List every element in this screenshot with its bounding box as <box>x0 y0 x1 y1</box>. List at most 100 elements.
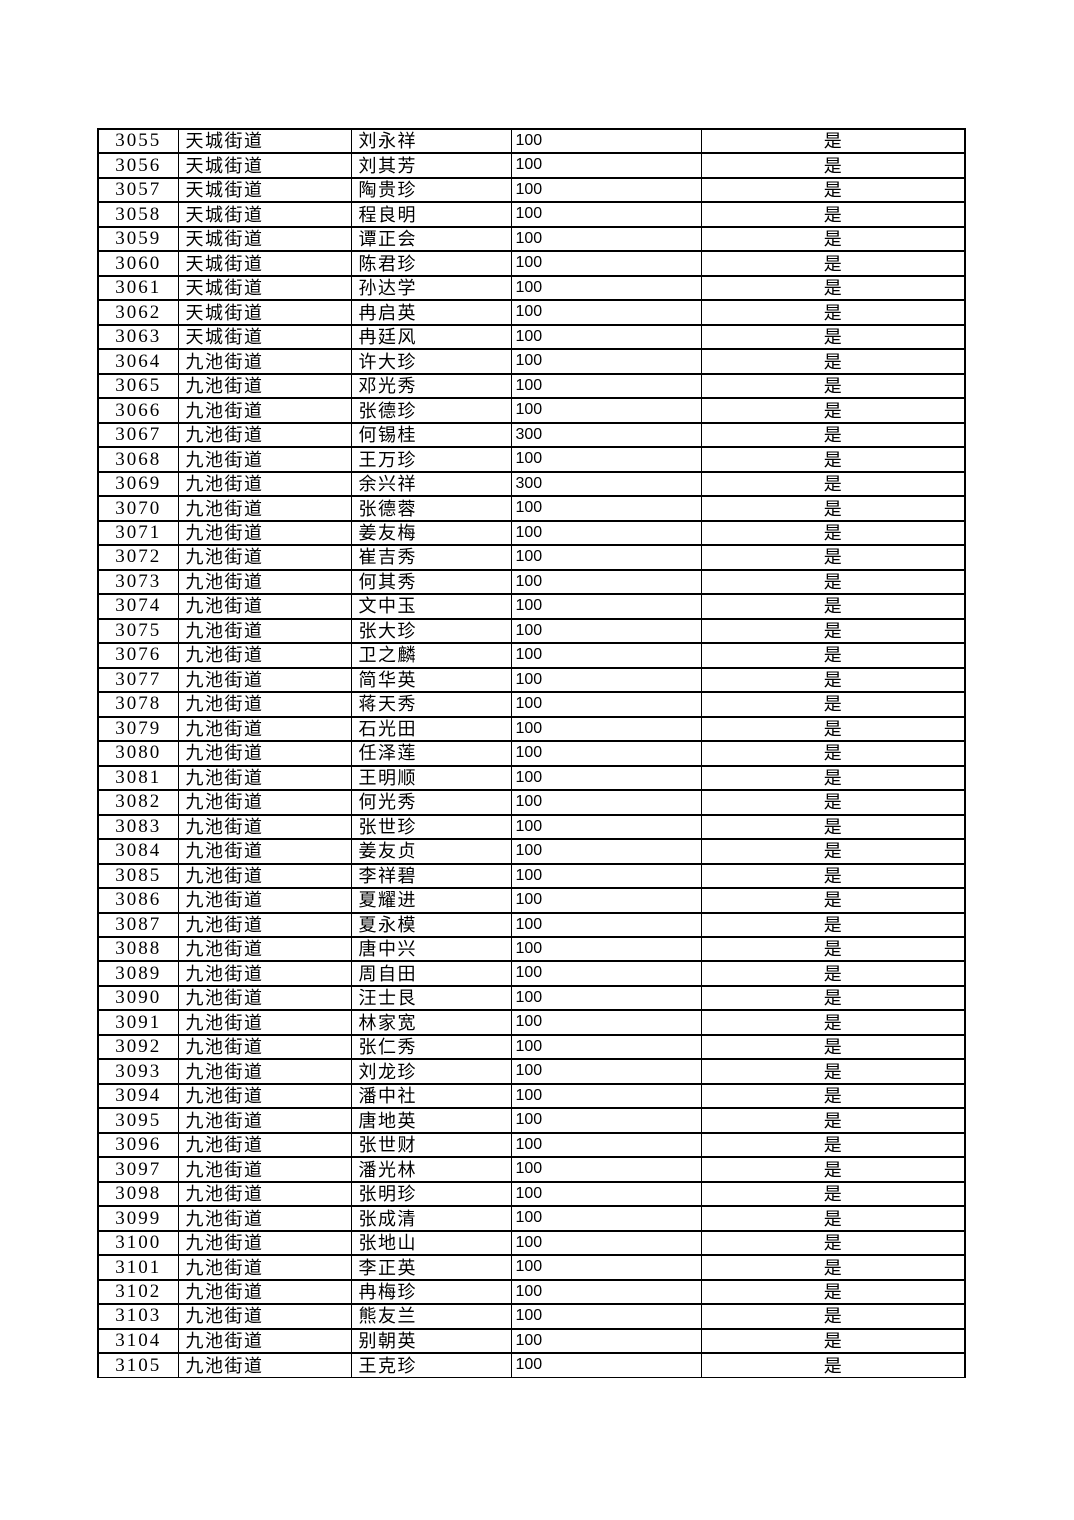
cell-street: 九池街道 <box>177 397 352 424</box>
cell-confirmed: 是 <box>700 1278 966 1306</box>
table-row: 3101 九池街道 李正英 100 是 <box>97 1254 966 1281</box>
cell-id: 3065 <box>97 372 179 400</box>
cell-name: 张大珍 <box>350 617 512 645</box>
cell-street: 九池街道 <box>177 886 352 914</box>
table-row: 3090 九池街道 汪士艮 100 是 <box>97 984 966 1012</box>
cell-name: 刘其芳 <box>350 152 512 179</box>
cell-confirmed: 是 <box>700 691 966 718</box>
cell-street: 九池街道 <box>177 1327 352 1355</box>
table-row: 3100 九池街道 张地山 100 是 <box>97 1229 966 1257</box>
cell-confirmed: 是 <box>700 470 966 498</box>
cell-street: 九池街道 <box>177 544 352 571</box>
cell-amount: 300 <box>510 421 702 449</box>
cell-confirmed: 是 <box>700 666 966 694</box>
cell-amount: 100 <box>510 176 702 204</box>
cell-amount: 100 <box>510 446 702 473</box>
cell-street: 天城街道 <box>177 176 352 204</box>
table-row: 3067 九池街道 何锡桂 300 是 <box>97 421 966 449</box>
table-row: 3077 九池街道 简华英 100 是 <box>97 666 966 694</box>
cell-name: 何光秀 <box>350 789 512 816</box>
cell-id: 3099 <box>97 1205 179 1232</box>
cell-amount: 100 <box>510 299 702 326</box>
cell-street: 天城街道 <box>177 127 352 155</box>
cell-name: 李正英 <box>350 1254 512 1281</box>
cell-id: 3067 <box>97 421 179 449</box>
cell-name: 王克珍 <box>350 1352 512 1379</box>
cell-name: 蒋天秀 <box>350 691 512 718</box>
cell-name: 唐中兴 <box>350 935 512 963</box>
cell-street: 九池街道 <box>177 642 352 669</box>
cell-name: 姜友贞 <box>350 838 512 865</box>
cell-confirmed: 是 <box>700 544 966 571</box>
table-row: 3102 九池街道 冉梅珍 100 是 <box>97 1278 966 1306</box>
cell-id: 3075 <box>97 617 179 645</box>
cell-name: 汪士艮 <box>350 984 512 1012</box>
table-row: 3057 天城街道 陶贵珍 100 是 <box>97 176 966 204</box>
cell-confirmed: 是 <box>700 1352 966 1379</box>
cell-amount: 100 <box>510 225 702 253</box>
roster-table-body: 3055 天城街道 刘永祥 100 是 3056 天城街道 刘其芳 100 是 3057 天城街道 陶贵… <box>97 127 966 1379</box>
cell-street: 九池街道 <box>177 1229 352 1257</box>
cell-id: 3081 <box>97 764 179 792</box>
table-row: 3098 九池街道 张明珍 100 是 <box>97 1180 966 1208</box>
cell-confirmed: 是 <box>700 838 966 865</box>
cell-name: 林家宽 <box>350 1009 512 1036</box>
cell-amount: 100 <box>510 544 702 571</box>
cell-street: 九池街道 <box>177 789 352 816</box>
cell-id: 3100 <box>97 1229 179 1257</box>
table-row: 3071 九池街道 姜友梅 100 是 <box>97 519 966 547</box>
cell-street: 九池街道 <box>177 1352 352 1379</box>
cell-name: 余兴祥 <box>350 470 512 498</box>
cell-amount: 100 <box>510 127 702 155</box>
cell-confirmed: 是 <box>700 201 966 228</box>
table-row: 3087 九池街道 夏永模 100 是 <box>97 911 966 939</box>
cell-amount: 100 <box>510 1327 702 1355</box>
cell-amount: 100 <box>510 935 702 963</box>
cell-confirmed: 是 <box>700 593 966 620</box>
cell-confirmed: 是 <box>700 176 966 204</box>
cell-name: 崔吉秀 <box>350 544 512 571</box>
cell-name: 张成清 <box>350 1205 512 1232</box>
cell-name: 夏耀进 <box>350 886 512 914</box>
cell-id: 3096 <box>97 1131 179 1159</box>
cell-street: 九池街道 <box>177 691 352 718</box>
cell-street: 天城街道 <box>177 323 352 351</box>
cell-street: 九池街道 <box>177 1254 352 1281</box>
cell-street: 九池街道 <box>177 519 352 547</box>
cell-amount: 100 <box>510 1156 702 1183</box>
table-row: 3078 九池街道 蒋天秀 100 是 <box>97 691 966 718</box>
cell-confirmed: 是 <box>700 1303 966 1330</box>
cell-amount: 100 <box>510 250 702 277</box>
cell-street: 九池街道 <box>177 1009 352 1036</box>
cell-street: 九池街道 <box>177 666 352 694</box>
cell-street: 九池街道 <box>177 617 352 645</box>
cell-id: 3104 <box>97 1327 179 1355</box>
cell-name: 王明顺 <box>350 764 512 792</box>
cell-street: 九池街道 <box>177 984 352 1012</box>
table-row: 3063 天城街道 冉廷风 100 是 <box>97 323 966 351</box>
table-row: 3089 九池街道 周自田 100 是 <box>97 960 966 987</box>
cell-name: 张明珍 <box>350 1180 512 1208</box>
table-row: 3076 九池街道 卫之麟 100 是 <box>97 642 966 669</box>
cell-amount: 100 <box>510 1082 702 1110</box>
cell-id: 3064 <box>97 348 179 375</box>
cell-name: 张德珍 <box>350 397 512 424</box>
cell-street: 九池街道 <box>177 1082 352 1110</box>
cell-name: 文中玉 <box>350 593 512 620</box>
cell-amount: 100 <box>510 1131 702 1159</box>
table-row: 3083 九池街道 张世珍 100 是 <box>97 813 966 841</box>
cell-name: 何其秀 <box>350 568 512 596</box>
cell-street: 九池街道 <box>177 813 352 841</box>
cell-street: 天城街道 <box>177 152 352 179</box>
cell-amount: 100 <box>510 1352 702 1379</box>
cell-confirmed: 是 <box>700 935 966 963</box>
cell-name: 任泽莲 <box>350 740 512 767</box>
cell-name: 冉梅珍 <box>350 1278 512 1306</box>
cell-name: 张仁秀 <box>350 1033 512 1061</box>
table-row: 3055 天城街道 刘永祥 100 是 <box>97 127 966 155</box>
cell-id: 3105 <box>97 1352 179 1379</box>
cell-id: 3055 <box>97 127 179 155</box>
cell-id: 3071 <box>97 519 179 547</box>
table-row: 3093 九池街道 刘龙珍 100 是 <box>97 1058 966 1085</box>
cell-amount: 100 <box>510 495 702 522</box>
